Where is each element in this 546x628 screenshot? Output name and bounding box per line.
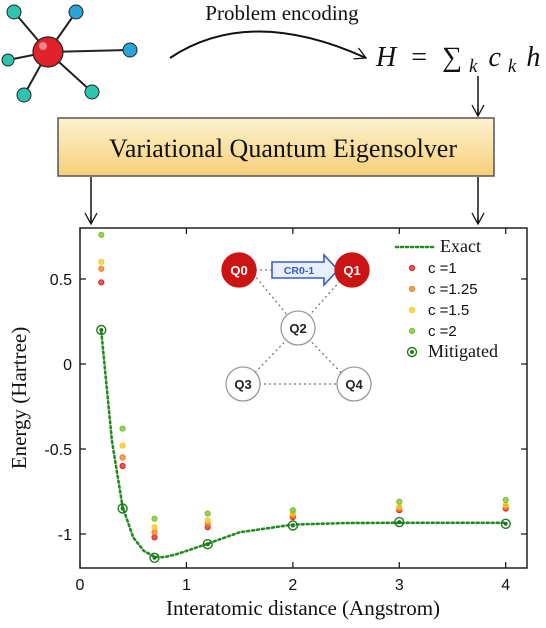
mitigated-point-dot [205, 542, 210, 547]
molecule-atom-5 [16, 87, 32, 103]
x-tick-label: 1 [182, 577, 191, 594]
svg-text:H = ∑ k: H = ∑ k c k h k [375, 42, 546, 79]
mitigated-point-dot [99, 328, 104, 332]
svg-text:Q2: Q2 [289, 321, 306, 336]
point-c-1-5 [396, 503, 403, 510]
mitigated-point [149, 552, 160, 563]
y-tick-label: -1 [58, 527, 72, 544]
mitigated-point [117, 503, 128, 514]
qubit-q1: Q1 [334, 252, 370, 288]
point-c-1-5 [204, 517, 211, 524]
molecule-atom-2 [68, 4, 84, 20]
vqe-box [57, 117, 495, 177]
legend-label: c =1.5 [428, 302, 469, 319]
energy-chart: 0 1 2 3 4 -1 -0.5 0 0.5 Interatomic distance (An… [7, 227, 528, 620]
mitigated-point [287, 520, 299, 531]
mitigated-point [202, 539, 213, 550]
cr-gate-label: CR0-1 [284, 265, 315, 277]
mitigated-point-dot [503, 521, 508, 526]
svg-text:Q3: Q3 [234, 377, 251, 392]
point-c-2 [204, 510, 211, 517]
svg-text:Q4: Q4 [345, 377, 363, 392]
qubit-q2: Q2 [280, 310, 316, 346]
molecule-atom-3 [1, 53, 15, 67]
mitigated-point [394, 516, 405, 528]
molecule-atom-4 [122, 42, 138, 58]
legend-label: c =1.25 [428, 281, 478, 298]
point-c-1-5 [98, 258, 105, 266]
qubit-coupling-inset: CR0-1 Q0 Q1 Q2 Q3 Q4 [221, 252, 372, 402]
mitigated-point-legend [406, 346, 418, 358]
mitigated-point [500, 518, 511, 529]
mitigated-point-dot-legend [410, 350, 414, 354]
molecule-center-atom [32, 36, 64, 68]
mitigated-point-dot [120, 506, 125, 511]
point-c-1-5 [151, 524, 158, 531]
qubit-q3: Q3 [225, 366, 261, 402]
axis-ticks [79, 228, 527, 568]
axis-tick-labels: 0 1 2 3 4 -1 -0.5 0 0.5 [44, 272, 510, 594]
point-c-2 [119, 425, 126, 432]
point-c-2 [289, 507, 296, 514]
encoding-label: Problem encoding [205, 1, 359, 25]
y-tick-label: -0.5 [44, 442, 72, 459]
x-axis-label: Interatomic distance (Angstrom) [166, 596, 440, 620]
qubit-q4: Q4 [336, 366, 372, 402]
hamiltonian-formula: H = ∑ k c k h k [375, 42, 546, 79]
svg-text:Q0: Q0 [230, 263, 247, 278]
point-c-2 [396, 498, 403, 505]
y-axis-label: Energy (Hartree) [7, 327, 31, 469]
x-tick-label: 0 [76, 577, 85, 594]
legend-label: Mitigated [428, 341, 498, 361]
molecule-atom-1 [6, 4, 22, 20]
point-c-1-5 [502, 502, 509, 509]
point-c-1-legend [408, 264, 416, 272]
point-c-1-5-legend [408, 306, 416, 314]
plot-frame [79, 227, 528, 569]
point-c-1 [119, 462, 126, 470]
point-c-2 [151, 515, 158, 522]
molecule-atom-6 [84, 84, 100, 100]
mitigated-point-dot [397, 520, 402, 525]
point-c-2 [502, 496, 509, 504]
legend-label: c =1 [428, 260, 457, 277]
molecule-icon [1, 4, 138, 103]
mitigated-point [96, 324, 107, 336]
x-tick-label: 4 [501, 577, 510, 594]
point-c-2 [98, 231, 105, 238]
cr-gate-arrow: CR0-1 [271, 252, 340, 288]
mitigated-point-dot [290, 523, 295, 528]
point-c-1 [98, 279, 105, 286]
point-c-1-25 [119, 454, 126, 461]
y-tick-label: 0.5 [50, 272, 72, 289]
point-c-2-legend [408, 327, 416, 335]
svg-text:Q1: Q1 [343, 263, 360, 278]
point-c-1-25 [98, 265, 105, 272]
legend-label: c =2 [428, 323, 457, 340]
vqe-label: Variational Quantum Eigensolver [109, 134, 457, 163]
point-c-1-5 [119, 442, 126, 449]
plot-layer [96, 231, 511, 563]
point-c-1-25-legend [408, 285, 416, 293]
mitigated-point-dot [152, 555, 157, 560]
exact-curve [100, 330, 507, 559]
encoding-arrow [169, 30, 368, 60]
x-tick-label: 3 [395, 577, 404, 594]
x-tick-label: 2 [288, 577, 297, 594]
y-tick-label: 0 [63, 357, 72, 374]
legend-label: Exact [440, 236, 481, 256]
qubit-q0: Q0 [221, 252, 257, 288]
point-c-1 [151, 534, 158, 541]
point-c-1-25 [151, 529, 158, 536]
